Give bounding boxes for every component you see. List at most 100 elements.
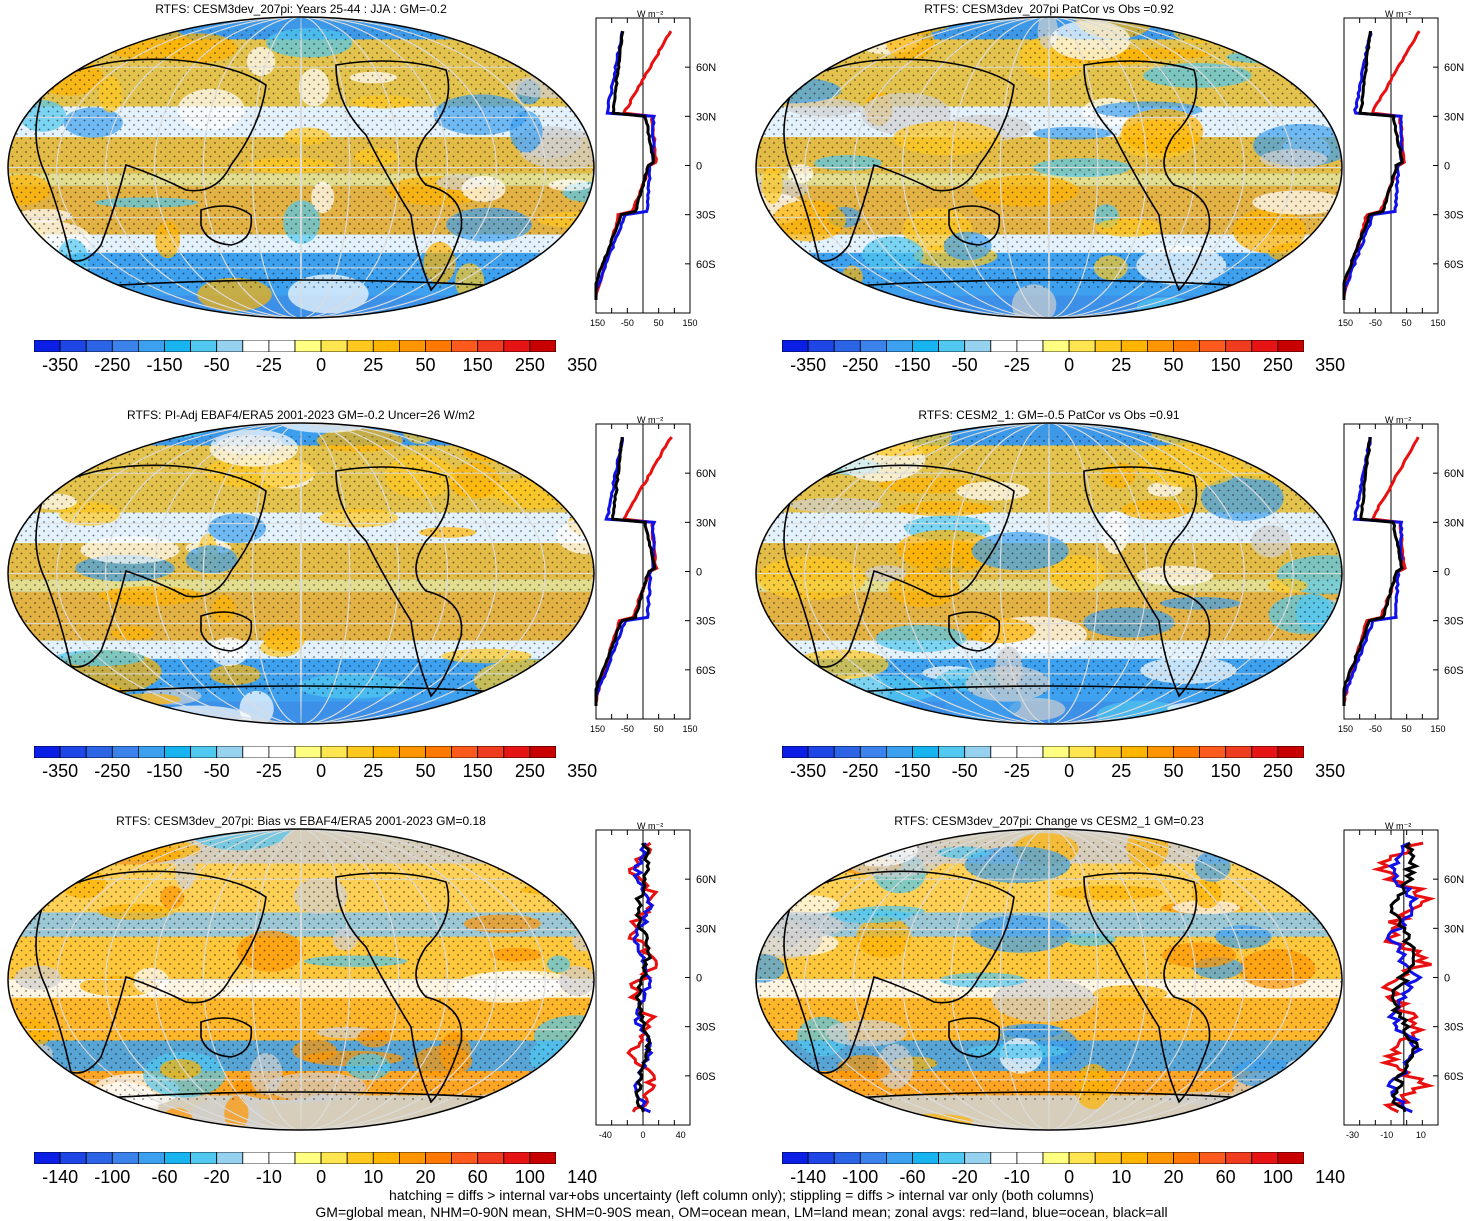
colorbar-swatch bbox=[1225, 1152, 1253, 1164]
colorbar-swatch bbox=[990, 340, 1018, 352]
colorbar-swatch bbox=[1120, 340, 1148, 352]
zonal-mean-plot: W m⁻² 60N 30N 0 30S 60S -150 -50 50 150 bbox=[1338, 415, 1464, 734]
lat-tick-label: 30S bbox=[1444, 1022, 1464, 1034]
footer-line-1: hatching = diffs > internal var+obs unce… bbox=[389, 1187, 1094, 1203]
colorbar-swatch bbox=[807, 340, 835, 352]
colorbar-tick-label: 20 bbox=[415, 1167, 436, 1187]
colorbar-swatch bbox=[111, 340, 139, 352]
robinson-map bbox=[755, 16, 1343, 319]
zonal-x-tick-label: -40 bbox=[599, 1130, 612, 1140]
colorbar-swatch bbox=[1251, 1152, 1279, 1164]
colorbar-swatch bbox=[807, 746, 835, 758]
colorbar-swatch bbox=[886, 1152, 913, 1164]
colorbar-swatch bbox=[451, 340, 479, 352]
zonal-mean-plot: W m⁻² 60N 30N 0 30S 60S -30 -10 10 bbox=[1343, 821, 1464, 1140]
colorbar-swatch bbox=[398, 1152, 426, 1164]
zonal-x-tick-label: -10 bbox=[1380, 1130, 1393, 1140]
colorbar-tick-label: -350 bbox=[42, 355, 79, 375]
colorbar-swatch bbox=[1199, 746, 1227, 758]
colorbar-tick-label: -50 bbox=[203, 355, 230, 375]
lat-tick-label: 30S bbox=[1444, 210, 1464, 222]
colorbar-swatch bbox=[1042, 340, 1070, 352]
robinson-map bbox=[755, 828, 1343, 1131]
colorbar-swatch bbox=[164, 340, 192, 352]
colorbar-tick-label: 150 bbox=[1210, 761, 1241, 781]
colorbar-swatch bbox=[1146, 340, 1174, 352]
lat-tick-label: 60N bbox=[696, 874, 716, 886]
colorbar-swatch bbox=[34, 340, 61, 352]
colorbar-swatch bbox=[886, 746, 913, 758]
lat-tick-label: 30N bbox=[1444, 111, 1464, 123]
zonal-x-tick-label: 40 bbox=[676, 1130, 686, 1140]
colorbar-tick-label: 250 bbox=[514, 355, 545, 375]
colorbar-swatch bbox=[1146, 746, 1174, 758]
colorbar bbox=[782, 1152, 1304, 1164]
zonal-x-tick-label: 50 bbox=[654, 318, 664, 328]
colorbar-tick-label: -25 bbox=[255, 761, 282, 781]
zonal-mean-plot: W m⁻² 60N 30N 0 30S 60S -150 -50 50 150 bbox=[1338, 9, 1464, 328]
colorbar-tick-label: -50 bbox=[203, 761, 230, 781]
panel-title: RTFS: PI-Adj EBAF4/ERA5 2001-2023 GM=-0.… bbox=[127, 408, 475, 422]
colorbar-swatch bbox=[216, 746, 244, 758]
colorbar-tick-label: -50 bbox=[951, 761, 978, 781]
lat-tick-label: 30N bbox=[696, 111, 716, 123]
colorbar-swatch bbox=[912, 340, 940, 352]
lat-tick-label: 0 bbox=[696, 567, 702, 579]
colorbar-tick-label: -10 bbox=[1003, 1167, 1030, 1187]
zonal-x-tick-label: 150 bbox=[1430, 724, 1445, 734]
panel-title: RTFS: CESM3dev_207pi: Change vs CESM2_1 … bbox=[894, 814, 1204, 828]
zonal-series-line bbox=[1342, 437, 1404, 706]
zonal-x-tick-label: -150 bbox=[590, 318, 605, 328]
colorbar-swatch bbox=[1068, 746, 1096, 758]
colorbar-swatch bbox=[372, 746, 400, 758]
colorbar-tick-label: 150 bbox=[462, 355, 493, 375]
colorbar-tick-label: 0 bbox=[1064, 761, 1075, 781]
colorbar-tick-label: 250 bbox=[1262, 355, 1293, 375]
colorbar-swatch bbox=[990, 746, 1018, 758]
colorbar-swatch bbox=[477, 340, 505, 352]
colorbar bbox=[34, 340, 556, 352]
colorbar-swatch bbox=[59, 1152, 87, 1164]
colorbar-swatch bbox=[190, 746, 218, 758]
colorbar-tick-label: -250 bbox=[842, 355, 879, 375]
colorbar-swatch bbox=[398, 746, 426, 758]
colorbar-swatch bbox=[320, 746, 348, 758]
lat-tick-label: 60N bbox=[696, 62, 716, 74]
colorbar-tick-label: 0 bbox=[1064, 1167, 1075, 1187]
colorbar-swatch bbox=[164, 1152, 192, 1164]
colorbar-swatch bbox=[1225, 340, 1253, 352]
colorbar-swatch bbox=[1251, 340, 1279, 352]
colorbar-tick-label: 10 bbox=[363, 1167, 384, 1187]
colorbar-tick-label: -25 bbox=[1003, 355, 1030, 375]
colorbar-swatch bbox=[372, 1152, 400, 1164]
zonal-x-tick-label: -150 bbox=[590, 724, 605, 734]
colorbar-tick-label: 350 bbox=[1315, 761, 1346, 781]
colorbar-tick-label: -100 bbox=[842, 1167, 879, 1187]
colorbar bbox=[782, 340, 1304, 352]
colorbar-tick-label: 250 bbox=[514, 761, 545, 781]
panel-title: RTFS: CESM3dev_207pi: Bias vs EBAF4/ERA5… bbox=[116, 814, 486, 828]
zonal-series-line bbox=[1342, 30, 1404, 300]
zonal-x-tick-label: -150 bbox=[1338, 318, 1353, 328]
robinson-map bbox=[7, 422, 595, 725]
lat-tick-label: 0 bbox=[1444, 567, 1450, 579]
colorbar-tick-label: 140 bbox=[1315, 1167, 1346, 1187]
colorbar-swatch bbox=[242, 340, 270, 352]
panel-title: RTFS: CESM3dev_207pi PatCor vs Obs =0.92 bbox=[924, 2, 1174, 16]
colorbar-tick-label: 350 bbox=[1315, 355, 1346, 375]
colorbar-swatch bbox=[782, 1152, 809, 1164]
colorbar-tick-label: 150 bbox=[462, 761, 493, 781]
lat-tick-label: 60N bbox=[1444, 468, 1464, 480]
colorbar-swatch bbox=[138, 746, 165, 758]
lat-tick-label: 0 bbox=[696, 973, 702, 985]
colorbar-swatch bbox=[964, 746, 992, 758]
colorbar-tick-label: 100 bbox=[514, 1167, 545, 1187]
colorbar-tick-label: 0 bbox=[316, 1167, 327, 1187]
lat-tick-label: 30N bbox=[1444, 517, 1464, 529]
zonal-units-label: W m⁻² bbox=[1385, 821, 1411, 831]
colorbar-swatch bbox=[859, 340, 887, 352]
colorbar-swatch bbox=[1251, 746, 1279, 758]
zonal-units-label: W m⁻² bbox=[637, 415, 663, 425]
lat-tick-label: 60S bbox=[1444, 259, 1464, 271]
colorbar-swatch bbox=[138, 1152, 165, 1164]
